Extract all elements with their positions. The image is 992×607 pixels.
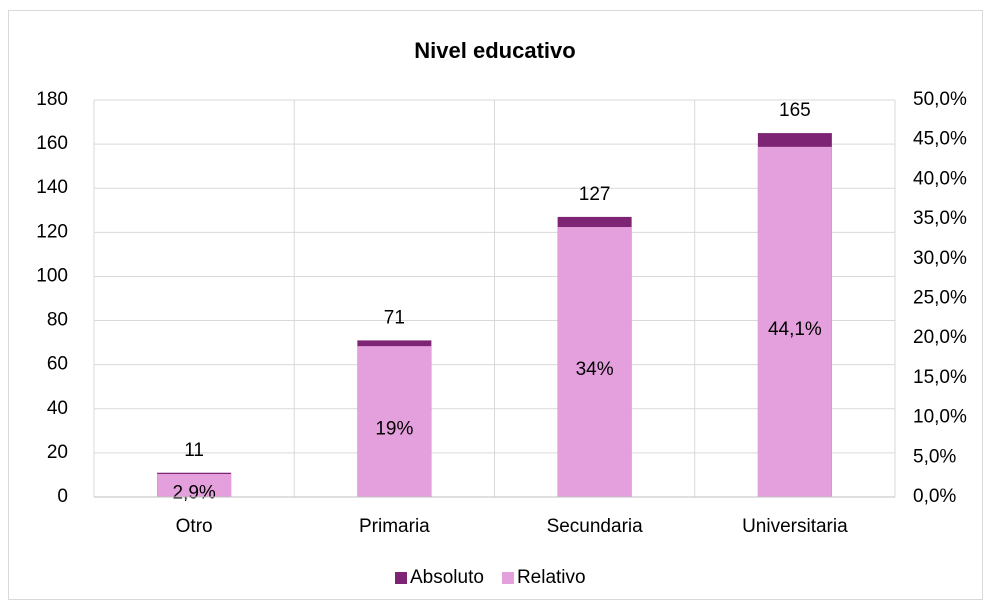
data-label: 44,1%: [768, 319, 822, 340]
y2-tick-label: 45,0%: [913, 129, 967, 150]
y2-tick-label: 15,0%: [913, 367, 967, 388]
y-tick-label: 40: [47, 398, 68, 419]
legend-swatch: [501, 572, 514, 584]
chart-border: [8, 10, 983, 600]
x-tick-label: Secundaria: [547, 516, 644, 537]
x-tick-label: Primaria: [359, 516, 430, 537]
legend-label: Relativo: [517, 567, 586, 588]
legend-label: Absoluto: [410, 567, 484, 588]
y-tick-label: 0: [57, 486, 68, 507]
data-label: 165: [779, 100, 811, 121]
y2-tick-label: 20,0%: [913, 327, 967, 348]
data-label: 127: [579, 184, 611, 205]
y2-tick-label: 5,0%: [913, 446, 956, 467]
data-label: 71: [384, 307, 405, 328]
y-tick-label: 80: [47, 310, 68, 331]
bar: [157, 473, 232, 497]
y-tick-label: 160: [36, 133, 68, 154]
y2-tick-label: 35,0%: [913, 208, 967, 229]
data-label: 19%: [375, 419, 413, 440]
y-tick-label: 100: [36, 265, 68, 286]
data-label: 34%: [576, 359, 614, 380]
y2-tick-label: 50,0%: [913, 89, 967, 110]
y2-tick-label: 25,0%: [913, 288, 967, 309]
chart-title: Nivel educativo: [414, 38, 575, 63]
y-tick-label: 120: [36, 221, 68, 242]
y2-tick-label: 40,0%: [913, 168, 967, 189]
y-tick-label: 60: [47, 354, 68, 375]
bar: [557, 227, 632, 498]
y-tick-label: 180: [36, 89, 68, 110]
y2-tick-label: 0,0%: [913, 486, 956, 507]
y-tick-label: 20: [47, 442, 68, 463]
data-label: 11: [184, 440, 204, 461]
legend-swatch: [395, 572, 407, 584]
y-tick-label: 140: [36, 177, 68, 198]
y2-tick-label: 10,0%: [913, 407, 967, 428]
bar: [757, 146, 832, 497]
data-label: 2,9%: [172, 483, 215, 504]
x-tick-label: Otro: [176, 516, 213, 537]
x-tick-label: Universitaria: [742, 516, 848, 537]
bar: [357, 346, 432, 497]
y2-tick-label: 30,0%: [913, 248, 967, 269]
